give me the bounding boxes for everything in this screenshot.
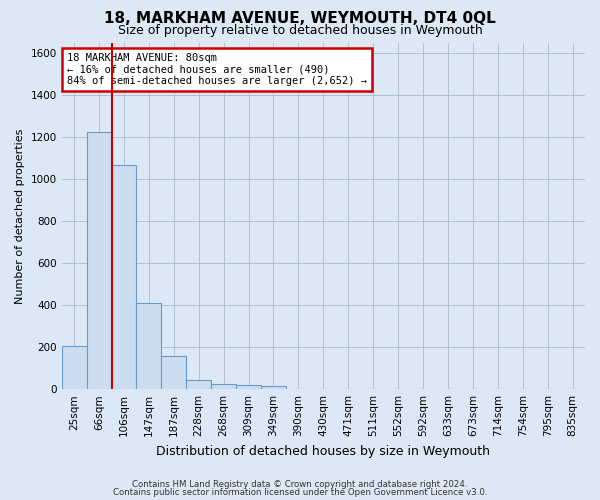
X-axis label: Distribution of detached houses by size in Weymouth: Distribution of detached houses by size … bbox=[157, 444, 490, 458]
Bar bbox=[136, 303, 161, 389]
Bar bbox=[62, 346, 86, 389]
Y-axis label: Number of detached properties: Number of detached properties bbox=[15, 128, 25, 304]
Text: Size of property relative to detached houses in Weymouth: Size of property relative to detached ho… bbox=[118, 24, 482, 37]
Bar bbox=[261, 386, 286, 389]
Bar bbox=[186, 380, 211, 389]
Bar bbox=[161, 356, 186, 389]
Bar bbox=[86, 132, 112, 389]
Text: 18, MARKHAM AVENUE, WEYMOUTH, DT4 0QL: 18, MARKHAM AVENUE, WEYMOUTH, DT4 0QL bbox=[104, 11, 496, 26]
Text: Contains public sector information licensed under the Open Government Licence v3: Contains public sector information licen… bbox=[113, 488, 487, 497]
Bar bbox=[211, 384, 236, 389]
Text: Contains HM Land Registry data © Crown copyright and database right 2024.: Contains HM Land Registry data © Crown c… bbox=[132, 480, 468, 489]
Bar bbox=[112, 166, 136, 389]
Text: 18 MARKHAM AVENUE: 80sqm
← 16% of detached houses are smaller (490)
84% of semi-: 18 MARKHAM AVENUE: 80sqm ← 16% of detach… bbox=[67, 53, 367, 86]
Bar bbox=[236, 385, 261, 389]
